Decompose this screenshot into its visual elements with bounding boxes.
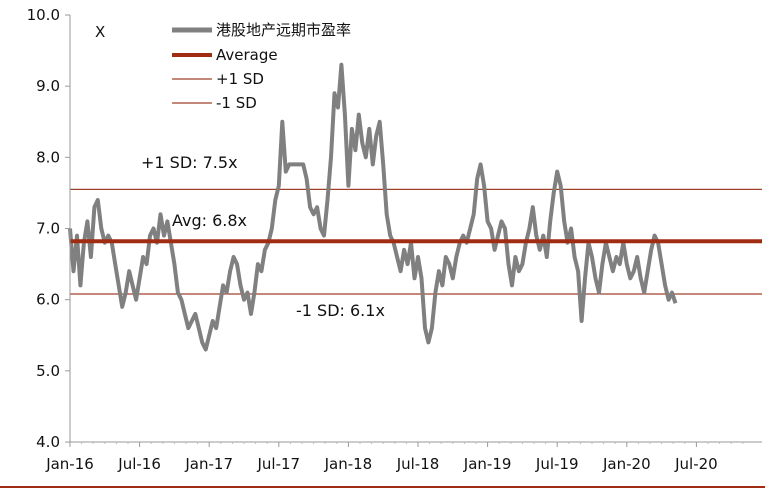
x-tick-label: Jan-20 — [602, 455, 651, 473]
x-tick-label: Jul-18 — [396, 455, 440, 473]
x-tick-label: Jul-16 — [117, 455, 161, 473]
legend-label-average: Average — [216, 46, 278, 64]
x-tick-label: Jul-17 — [256, 455, 300, 473]
x-tick-label: Jan-18 — [324, 455, 373, 473]
x-ticks: Jan-16 Jul-16 Jan-17 Jul-17 Jan-18 Jul-18 Jan-… — [45, 442, 744, 473]
y-tick-label: 5.0 — [36, 362, 60, 380]
annotation-average: Avg: 6.8x — [172, 211, 247, 230]
y-tick-label: 9.0 — [36, 77, 60, 95]
annotation-minus-sd: -1 SD: 6.1x — [296, 301, 385, 320]
reference-lines — [70, 188, 762, 295]
legend-label-series: 港股地产远期市盈率 — [216, 21, 351, 39]
series-layer — [68, 62, 762, 352]
y-ticks: 10.0 9.0 8.0 7.0 6.0 5.0 4.0 — [27, 6, 70, 451]
y-tick-label: 10.0 — [27, 6, 60, 24]
x-tick-label: Jan-19 — [463, 455, 512, 473]
y-tick-label: 7.0 — [36, 220, 60, 238]
y-tick-label: 6.0 — [36, 291, 60, 309]
legend-label-plus-sd: +1 SD — [216, 70, 264, 88]
legend-label-minus-sd: -1 SD — [216, 94, 257, 112]
y-unit-label: X — [95, 23, 105, 41]
y-tick-label: 4.0 — [36, 433, 60, 451]
y-tick-label: 8.0 — [36, 148, 60, 166]
x-tick-label: Jul-20 — [674, 455, 718, 473]
annotation-plus-sd: +1 SD: 7.5x — [141, 153, 238, 172]
legend: 港股地产远期市盈率 Average +1 SD -1 SD — [172, 21, 351, 112]
x-tick-label: Jan-17 — [184, 455, 233, 473]
x-tick-label: Jan-16 — [45, 455, 94, 473]
x-tick-label: Jul-19 — [535, 455, 579, 473]
